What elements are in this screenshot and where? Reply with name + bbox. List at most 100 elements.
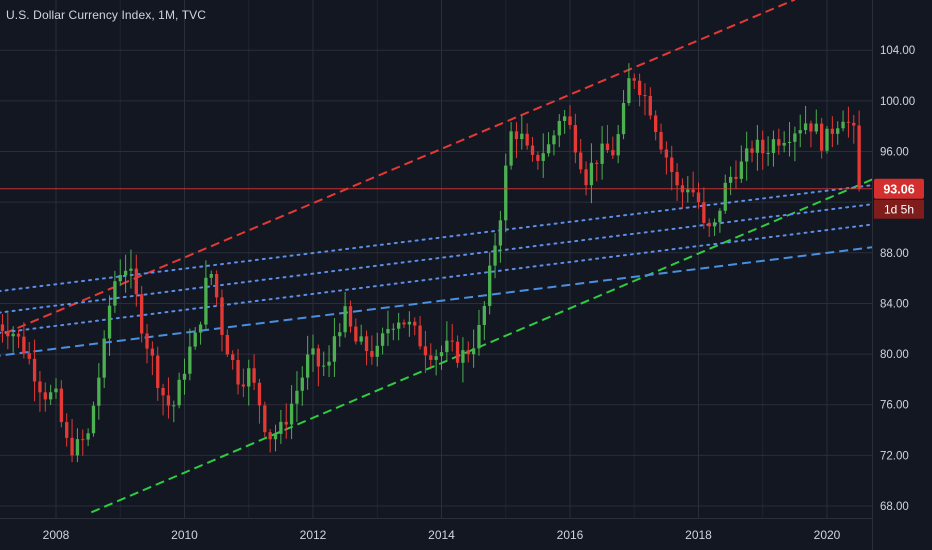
candle-body (434, 356, 438, 360)
candle-body (445, 340, 449, 353)
candle (54, 378, 58, 399)
candle (300, 366, 304, 406)
candle-body (627, 78, 631, 104)
candle (493, 233, 497, 279)
candle-body (675, 172, 679, 186)
candle-body (16, 333, 21, 337)
candle (22, 322, 26, 359)
candle (247, 359, 251, 406)
candle-body (595, 162, 599, 164)
candle (311, 334, 315, 372)
candle (766, 136, 770, 166)
candle-body (557, 120, 561, 136)
candle (664, 141, 669, 175)
candle-body (300, 377, 304, 391)
candle (632, 73, 636, 90)
y-tick-label: 84.00 (880, 298, 909, 310)
candle (107, 295, 112, 356)
candle (434, 349, 438, 376)
trend-line-green-dashed[interactable] (90, 177, 878, 514)
candle (332, 318, 337, 377)
candle-body (648, 96, 652, 116)
candle-body (541, 153, 545, 161)
candle (509, 122, 513, 170)
candle (809, 120, 813, 148)
candle (97, 363, 101, 420)
candle-body (32, 358, 37, 382)
candle-body (418, 325, 422, 347)
candle (32, 339, 37, 402)
candle (739, 145, 743, 183)
y-tick-label: 96.00 (880, 147, 909, 159)
candle (348, 300, 353, 333)
trend-line-blue-dashed[interactable] (0, 246, 878, 357)
candle (359, 324, 363, 345)
trend-line-blue-dotted[interactable] (0, 184, 878, 293)
candle-body (455, 341, 460, 363)
candle-body (220, 297, 224, 335)
last-price-tag: 93.06 1d 5h (874, 178, 924, 219)
candle-body (766, 152, 770, 154)
candle (91, 401, 96, 437)
candle (857, 110, 861, 192)
candle (397, 312, 401, 341)
candle-body (391, 328, 395, 330)
candle-body (97, 377, 101, 406)
last-price-value: 93.06 (883, 183, 914, 197)
candle-body (686, 189, 690, 193)
candle-body (696, 192, 701, 203)
candle (102, 330, 106, 388)
trend-line-blue-dotted[interactable] (0, 223, 878, 334)
candle-body (65, 422, 69, 438)
candle-body (600, 143, 604, 164)
candle-body (322, 365, 326, 367)
candle-body (209, 274, 213, 278)
candle (761, 130, 765, 170)
candle-body (6, 331, 10, 337)
candle (182, 358, 187, 395)
candle-body (236, 360, 240, 385)
candle-body (482, 305, 486, 325)
candle-body (268, 432, 272, 440)
candle-body (134, 268, 138, 295)
candle (825, 125, 829, 154)
candle-body (777, 139, 781, 146)
candle-body (450, 340, 454, 342)
candle-body (814, 123, 818, 132)
candle-body (439, 352, 444, 357)
candle (316, 344, 321, 387)
candle-body (118, 275, 122, 282)
candle (38, 371, 42, 412)
y-tick-label: 72.00 (880, 450, 909, 462)
candle (728, 166, 733, 196)
candle (793, 126, 797, 162)
trend-line-blue-dotted[interactable] (0, 203, 878, 314)
candle-body (370, 351, 374, 357)
candle-body (498, 220, 503, 246)
countdown-value: 1d 5h (884, 203, 914, 217)
candle-body (279, 421, 283, 434)
trend-line-red-dashed[interactable] (0, 0, 796, 339)
candle-body (562, 116, 567, 121)
candle (364, 330, 369, 366)
candle (819, 117, 824, 159)
candle (375, 332, 379, 367)
candle (611, 136, 615, 160)
candle-body (354, 326, 358, 342)
candle-body (466, 350, 470, 355)
candle (573, 113, 578, 164)
x-tick-label: 2020 (814, 528, 841, 542)
candle (627, 63, 631, 106)
candle-body (22, 336, 26, 354)
candle (231, 350, 235, 370)
candle-body (123, 270, 128, 276)
candle (380, 327, 385, 355)
candle-body (664, 149, 669, 158)
candle (322, 351, 326, 377)
candle (118, 259, 122, 287)
candle (680, 178, 685, 209)
candle (386, 310, 390, 346)
candle (546, 132, 551, 157)
candle (750, 140, 754, 163)
